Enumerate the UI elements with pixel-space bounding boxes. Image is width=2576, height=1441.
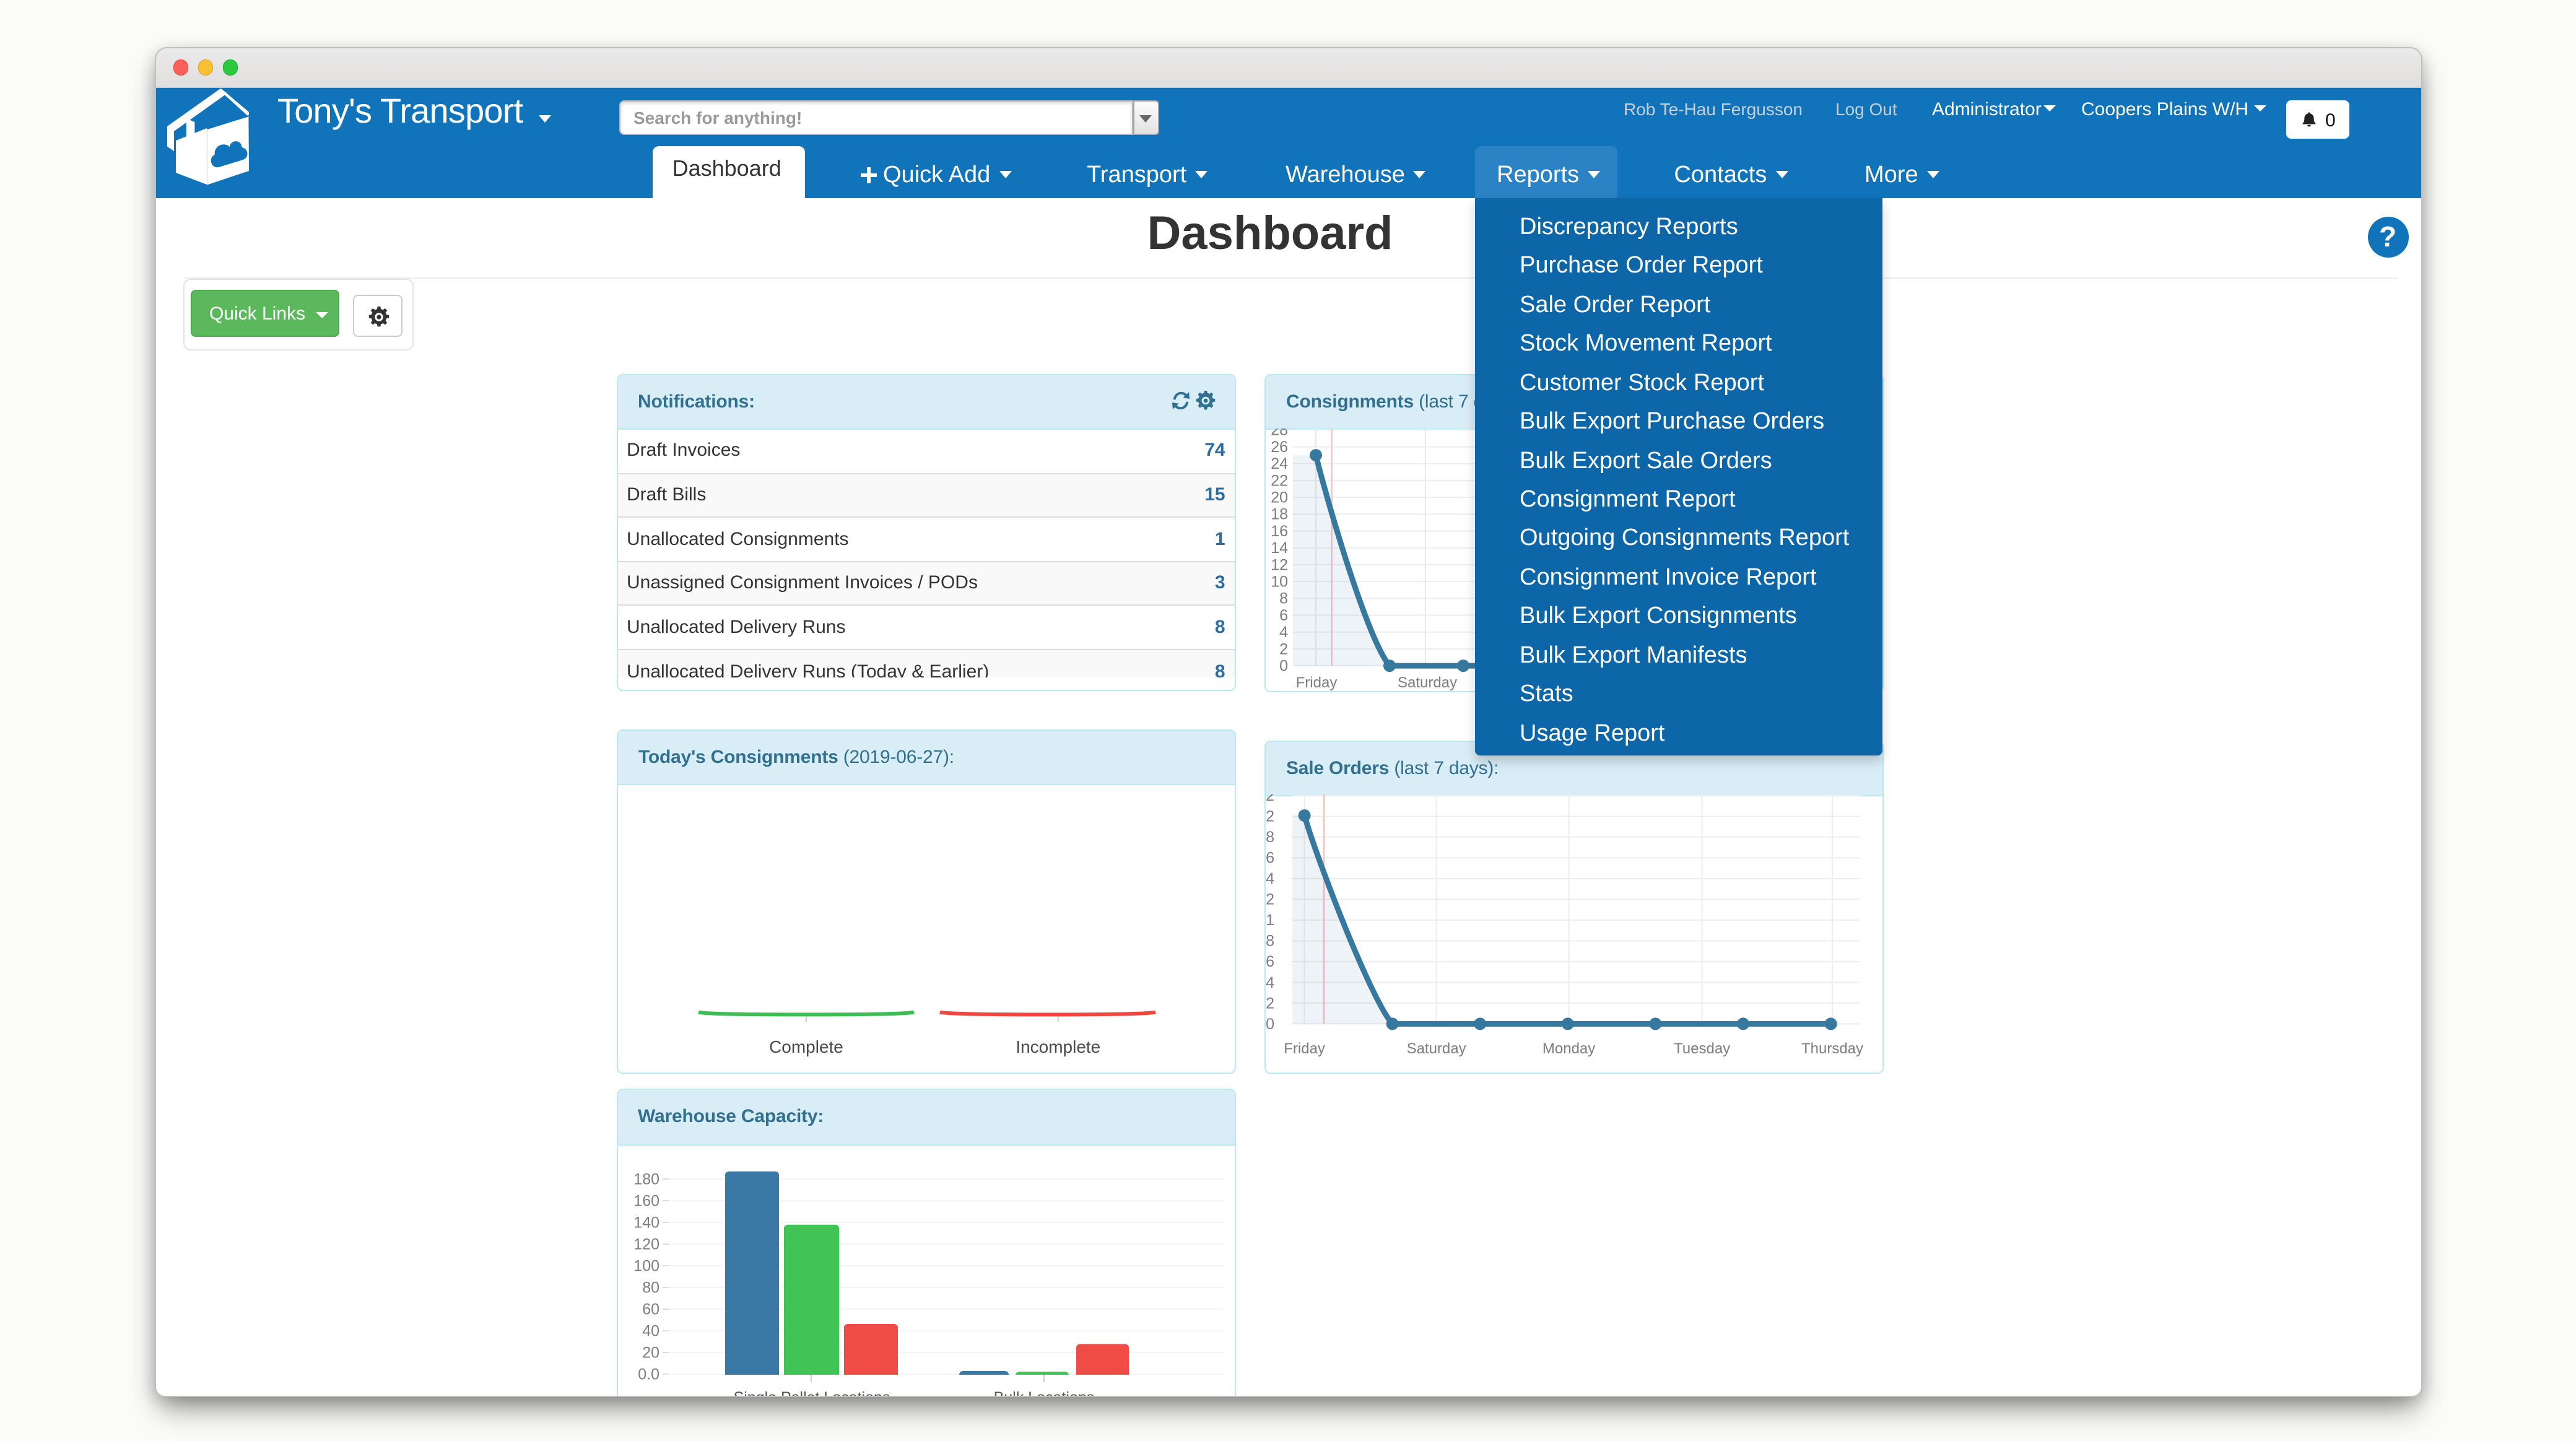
- svg-text:60: 60: [642, 1300, 659, 1317]
- svg-text:Tuesday: Tuesday: [1673, 1040, 1730, 1056]
- svg-text:Saturday: Saturday: [1406, 1040, 1466, 1056]
- svg-text:12: 12: [1270, 556, 1287, 573]
- svg-text:10: 10: [1270, 573, 1287, 591]
- svg-text:8: 8: [1265, 828, 1274, 845]
- svg-text:Saturday: Saturday: [1397, 674, 1456, 691]
- svg-text:140: 140: [633, 1213, 659, 1230]
- svg-text:1: 1: [1265, 911, 1274, 928]
- svg-text:Friday: Friday: [1295, 674, 1337, 691]
- svg-text:16: 16: [1270, 523, 1287, 540]
- svg-text:180: 180: [633, 1170, 659, 1187]
- svg-text:4: 4: [1265, 973, 1274, 991]
- svg-text:2: 2: [1265, 890, 1274, 908]
- svg-text:100: 100: [633, 1256, 659, 1274]
- svg-text:2: 2: [1265, 994, 1274, 1011]
- svg-text:28: 28: [1270, 429, 1287, 439]
- svg-text:20: 20: [642, 1343, 659, 1360]
- svg-text:160: 160: [633, 1191, 659, 1209]
- svg-text:Complete: Complete: [769, 1037, 843, 1056]
- svg-text:Thursday: Thursday: [1801, 1040, 1863, 1056]
- svg-text:14: 14: [1270, 539, 1287, 557]
- svg-text:18: 18: [1270, 506, 1287, 523]
- svg-text:24: 24: [1270, 455, 1287, 472]
- svg-text:2: 2: [1279, 640, 1287, 658]
- svg-text:Single Pallet Locations: Single Pallet Locations: [733, 1388, 890, 1397]
- svg-text:6: 6: [1265, 952, 1274, 970]
- svg-text:6: 6: [1279, 607, 1287, 624]
- svg-text:120: 120: [633, 1235, 659, 1252]
- svg-text:22: 22: [1270, 472, 1287, 489]
- svg-text:2: 2: [1265, 793, 1274, 804]
- svg-text:26: 26: [1270, 438, 1287, 456]
- svg-text:Bulk Locations: Bulk Locations: [993, 1388, 1094, 1397]
- svg-text:4: 4: [1279, 624, 1287, 641]
- svg-text:0: 0: [1265, 1015, 1274, 1032]
- svg-text:0.0: 0.0: [637, 1365, 659, 1382]
- svg-text:40: 40: [642, 1321, 659, 1339]
- svg-text:80: 80: [642, 1278, 659, 1295]
- svg-text:Friday: Friday: [1283, 1040, 1325, 1056]
- svg-text:Incomplete: Incomplete: [1016, 1037, 1100, 1056]
- svg-text:2: 2: [1265, 808, 1274, 825]
- svg-text:8: 8: [1265, 932, 1274, 949]
- svg-text:6: 6: [1265, 849, 1274, 866]
- svg-text:4: 4: [1265, 869, 1274, 887]
- svg-text:0: 0: [1279, 658, 1287, 675]
- svg-text:Monday: Monday: [1542, 1040, 1595, 1056]
- svg-text:8: 8: [1279, 590, 1287, 607]
- svg-text:20: 20: [1270, 489, 1287, 507]
